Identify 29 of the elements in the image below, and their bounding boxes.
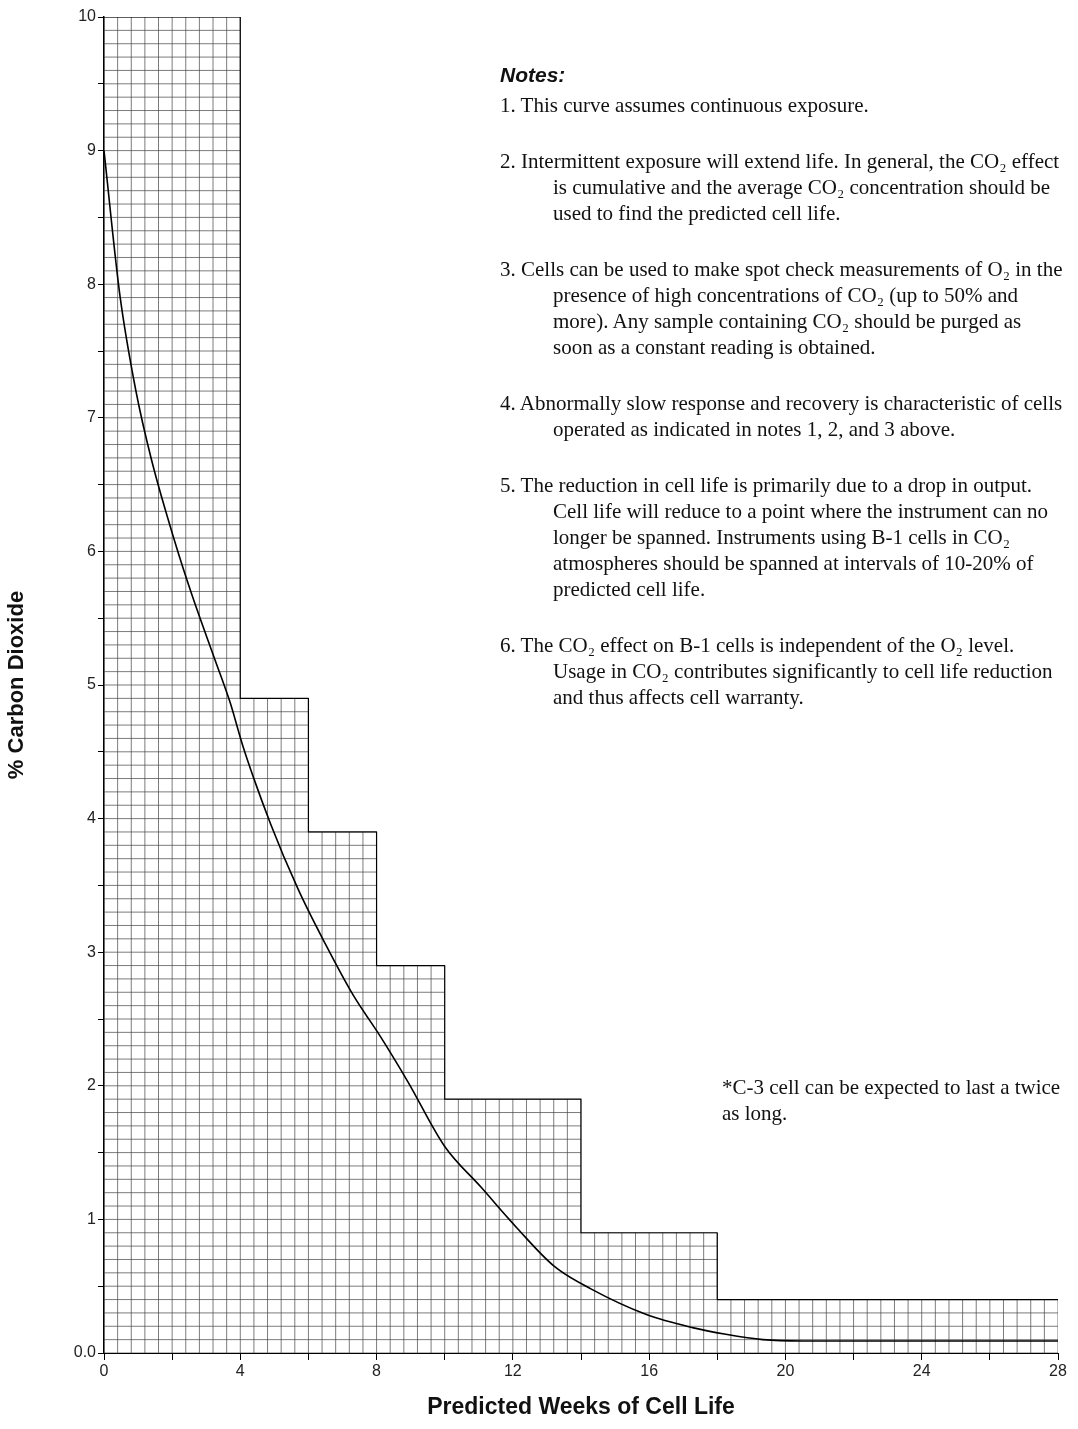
x-tick-label: 12 <box>503 1362 522 1380</box>
y-tick-label: 9 <box>87 141 97 159</box>
annotation: 5. The reduction in cell life is primarily due to a drop in output. Cell life will reduce to a point where the instrument can no longer be spanned. Instruments using B-1 cells in CO₂ atmospheres should be spanned at intervals of 10-20% of predicted cell life. <box>500 472 1050 602</box>
x-tick-label: 20 <box>776 1362 795 1380</box>
annotation: 3. Cells can be used to make spot check measurements of O₂ in the presence of high concentrations of CO₂ (up to 50% and more). Any sample containing CO₂ should be purged as soon as a constant reading is obtained. <box>500 256 1064 360</box>
x-tick-label: 24 <box>912 1362 931 1380</box>
annotation: 6. The CO₂ effect on B-1 cells is independent of the O₂ level. Usage in CO₂ contributes significantly to cell life reduction and thus affects cell warranty. <box>500 632 1054 710</box>
x-tick-label: 16 <box>640 1362 659 1380</box>
y-tick-label: 3 <box>87 942 97 960</box>
annotation: 2. Intermittent exposure will extend life. In general, the CO₂ effect is cumulative and the average CO₂ concentration should be used to find the predicted cell life. <box>500 148 1061 226</box>
annotation: *C-3 cell can be expected to last a twice as long. <box>722 1074 1062 1126</box>
x-tick-label: 8 <box>372 1362 382 1380</box>
y-tick-label: 2 <box>87 1076 97 1094</box>
y-axis-title: % Carbon Dioxide <box>3 590 29 780</box>
y-tick-label: 4 <box>87 809 97 827</box>
annotation: Notes: <box>499 62 567 88</box>
y-tick-label: 8 <box>87 274 97 292</box>
annotation: 1. This curve assumes continuous exposure. <box>500 92 870 118</box>
y-tick-label: 0.0 <box>73 1343 97 1361</box>
y-tick-label: 5 <box>87 675 97 693</box>
annotation: 4. Abnormally slow response and recovery is characteristic of cells operated as indicated in notes 1, 2, and 3 above. <box>500 390 1064 442</box>
x-axis-title: Predicted Weeks of Cell Life <box>427 1392 735 1419</box>
x-tick-label: 28 <box>1049 1362 1067 1380</box>
x-tick-label: 4 <box>235 1362 245 1380</box>
y-tick-label: 1 <box>87 1209 97 1227</box>
y-tick-label: 6 <box>87 541 97 559</box>
x-tick-label: 0 <box>99 1362 109 1380</box>
y-tick-label: 7 <box>87 408 97 426</box>
y-tick-label: 10 <box>78 7 97 25</box>
